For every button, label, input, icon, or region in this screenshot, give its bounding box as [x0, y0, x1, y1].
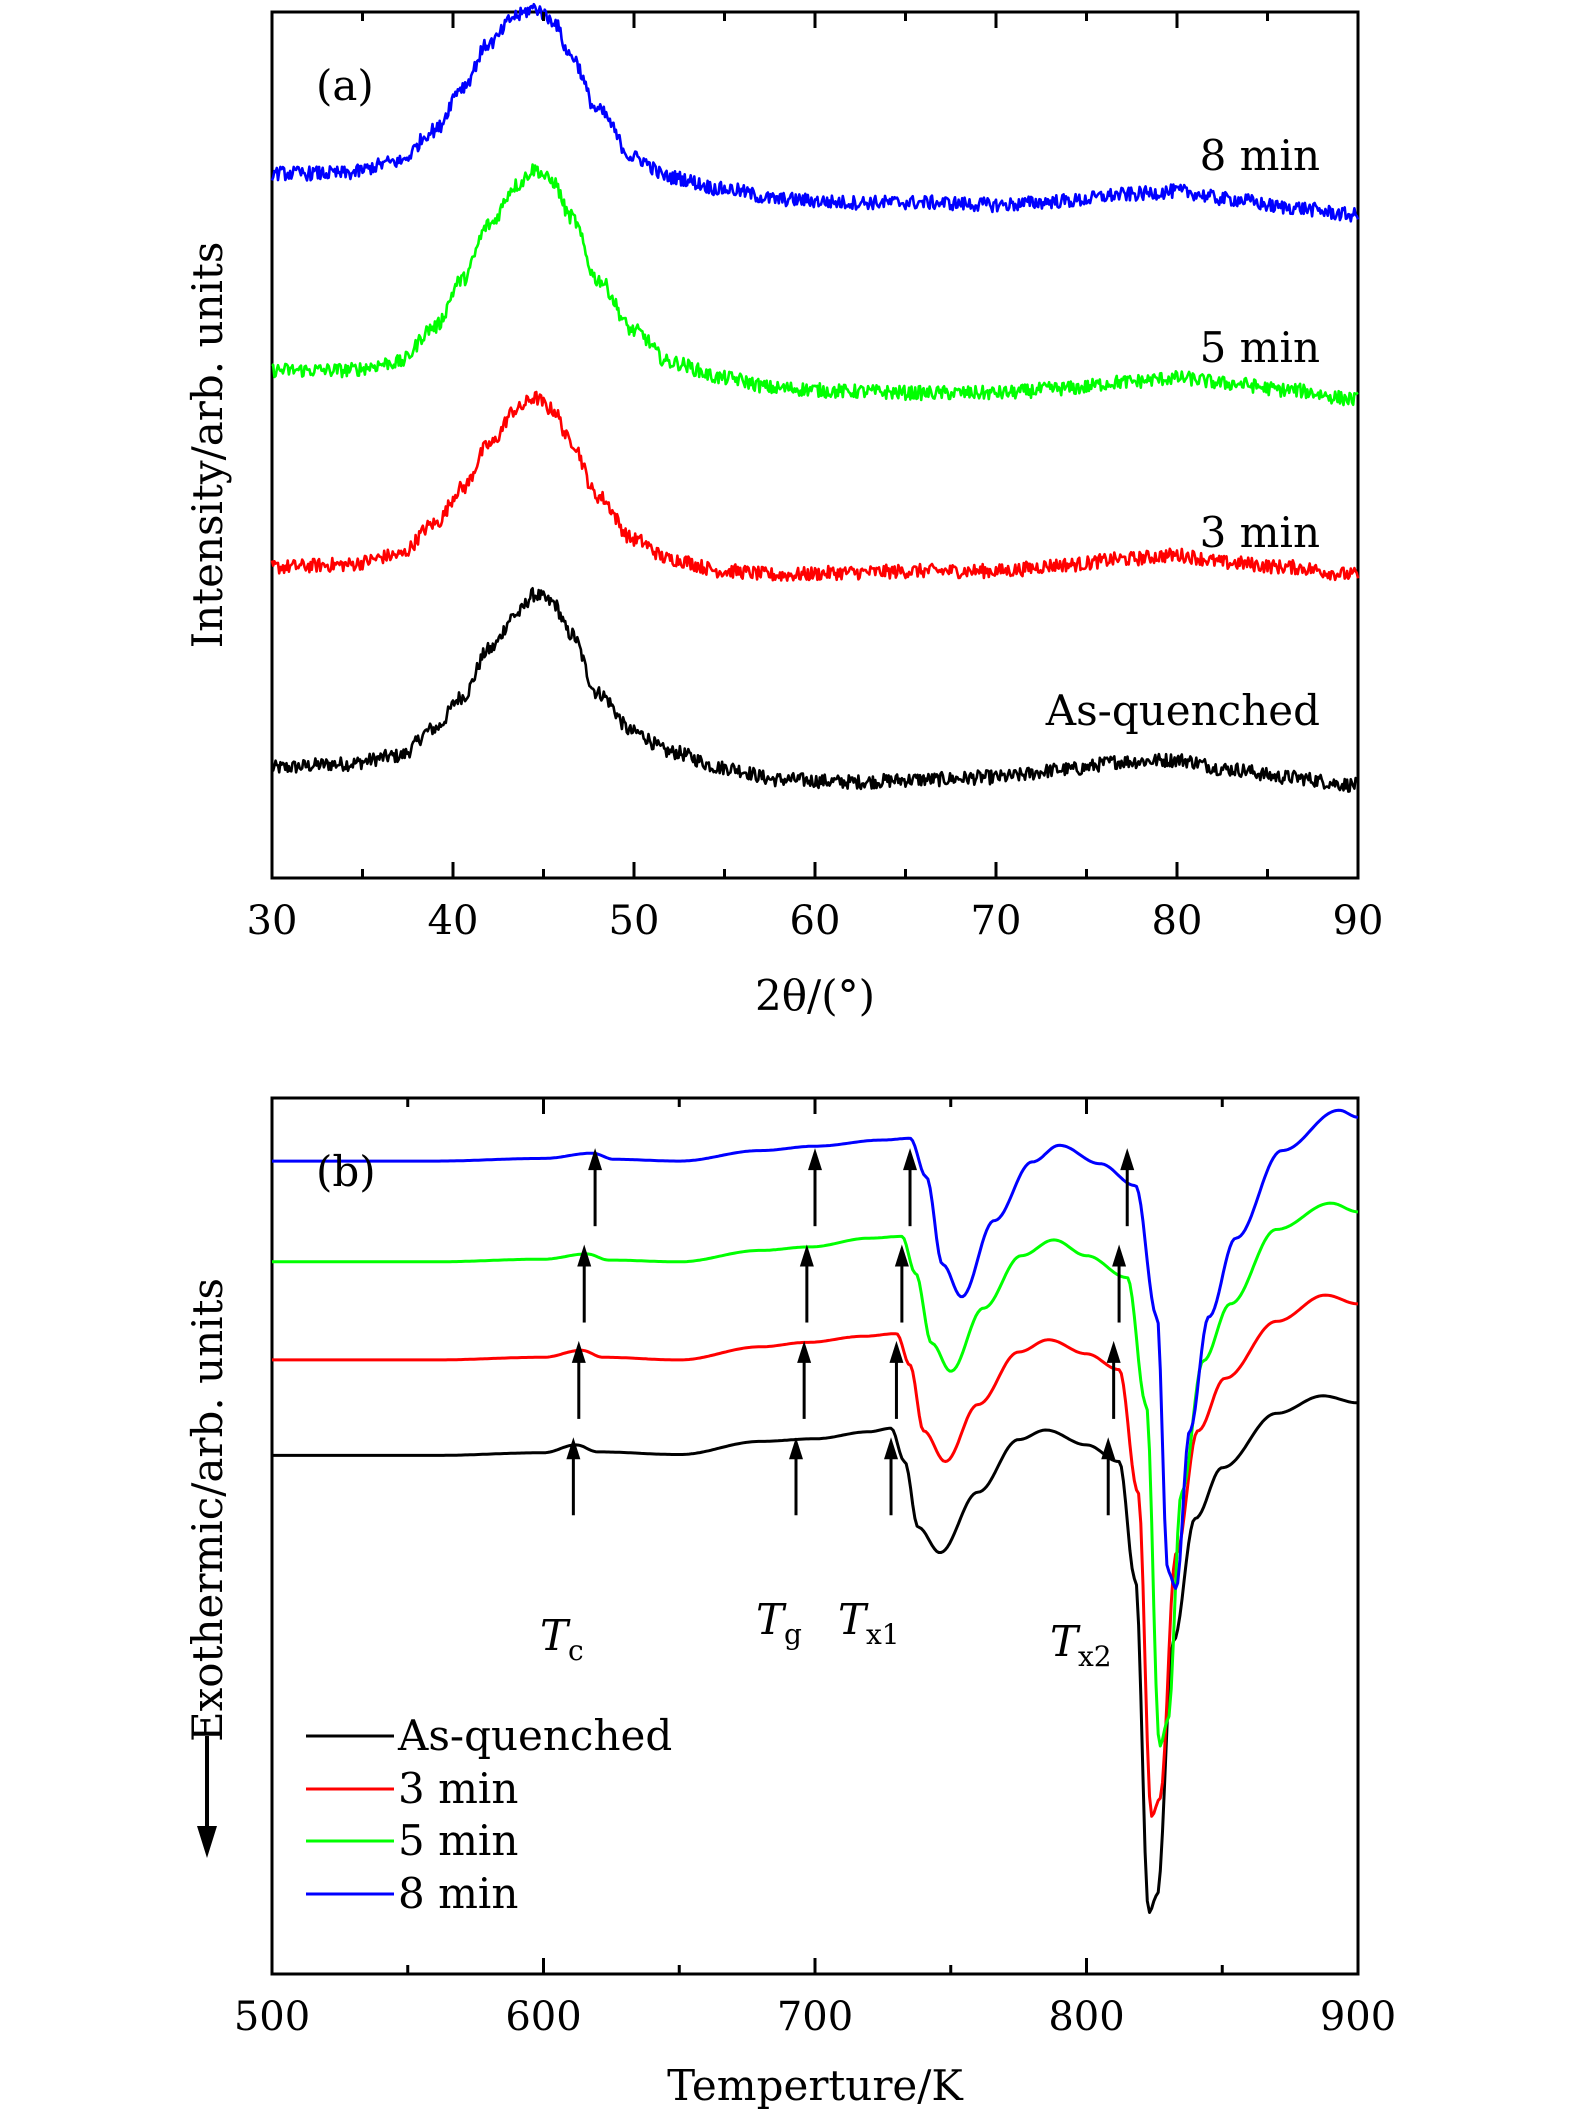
x-tick-label: 40	[428, 898, 479, 944]
panel-b-series-group	[272, 1108, 1359, 1914]
series-line-8-min	[270, 2, 1360, 223]
transition-arrow-as-quenched	[884, 1437, 899, 1516]
transition-arrow-as-quenched	[1101, 1437, 1116, 1516]
transition-arrow-5-min	[577, 1244, 592, 1323]
transition-arrow-8-min	[1120, 1148, 1135, 1227]
panel-a-series-group	[270, 2, 1360, 793]
x-tick-label: 70	[971, 898, 1022, 944]
panel-b-legend: As-quenched 3 min 5 min 8 min	[306, 1711, 672, 1918]
transition-arrow-as-quenched	[566, 1437, 581, 1516]
annotation-tg: Tg	[756, 1595, 802, 1651]
transition-arrow-5-min	[1112, 1244, 1127, 1323]
legend-label-as-quenched: As-quenched	[397, 1711, 672, 1760]
panel-a-plot-frame	[270, 10, 1360, 880]
transition-arrow-3-min	[1106, 1340, 1121, 1419]
annotation-tx1: Tx1	[838, 1595, 900, 1651]
transition-arrow-8-min	[808, 1148, 822, 1227]
panel-a-y-axis-title: Intensity/arb. units	[183, 242, 232, 649]
panel-a-x-tick-labels: 30 40 50 60 70 80 90	[247, 898, 1384, 944]
panel-a-x-axis-title: 2θ/(°)	[755, 971, 875, 1020]
legend-label-5min: 5 min	[398, 1816, 518, 1865]
transition-arrow-5-min	[799, 1244, 814, 1323]
x-tick-label: 80	[1152, 898, 1203, 944]
panel-b-y-axis-title: Exothermic/arb. units	[183, 1278, 232, 1742]
panel-b-transition-arrows	[566, 1148, 1135, 1516]
panel-b-label: (b)	[316, 1147, 376, 1196]
panel-a-series-label-5min: 5 min	[1200, 323, 1320, 372]
series-line-3-min	[270, 390, 1360, 582]
x-tick-label: 900	[1320, 1994, 1396, 2040]
annotation-tx2: Tx2	[1050, 1617, 1112, 1673]
transition-arrow-8-min	[588, 1148, 603, 1227]
series-line-as-quenched	[272, 1394, 1358, 1914]
series-line-5-min	[272, 1201, 1359, 1748]
transition-arrow-3-min	[889, 1340, 904, 1419]
panel-b-y-direction-arrow	[197, 1736, 217, 1858]
series-line-5-min	[271, 163, 1359, 407]
transition-arrow-3-min	[797, 1340, 812, 1419]
annotation-tc: Tc	[540, 1611, 584, 1667]
x-tick-label: 700	[777, 1994, 853, 2040]
x-tick-label: 30	[247, 898, 298, 944]
panel-a-xrd-chart: 30 40 50 60 70 80 90 (a) 8 min 5 min 3 min As-…	[183, 2, 1384, 1020]
x-tick-label: 50	[609, 898, 660, 944]
legend-label-3min: 3 min	[398, 1764, 518, 1813]
panel-b-x-tick-labels: 500 600 700 800 900	[234, 1994, 1396, 2040]
transition-arrow-5-min	[894, 1244, 909, 1323]
panel-a-series-label-3min: 3 min	[1200, 508, 1320, 557]
legend-label-8min: 8 min	[398, 1869, 518, 1918]
transition-arrow-3-min	[571, 1340, 586, 1419]
series-line-8-min	[272, 1108, 1359, 1590]
panel-b-x-ticks	[270, 1098, 1360, 1974]
x-tick-label: 800	[1048, 1994, 1124, 2040]
x-tick-label: 90	[1333, 898, 1384, 944]
panel-b-x-axis-title: Temperture/K	[667, 2061, 964, 2110]
x-tick-label: 600	[505, 1994, 581, 2040]
x-tick-label: 60	[790, 898, 841, 944]
panel-b-dsc-chart: 500 600 700 800 900 (b) Tc Tg Tx1 Tx2 As-que…	[183, 1096, 1396, 2110]
panel-a-label: (a)	[316, 61, 374, 110]
series-line-as-quenched	[270, 587, 1360, 793]
panel-a-series-label-as-quenched: As-quenched	[1045, 686, 1320, 735]
panel-a-x-ticks	[270, 12, 1360, 878]
transition-arrow-as-quenched	[788, 1437, 803, 1516]
x-tick-label: 500	[234, 1994, 310, 2040]
panel-a-series-label-8min: 8 min	[1200, 131, 1320, 180]
transition-arrow-8-min	[903, 1148, 918, 1227]
